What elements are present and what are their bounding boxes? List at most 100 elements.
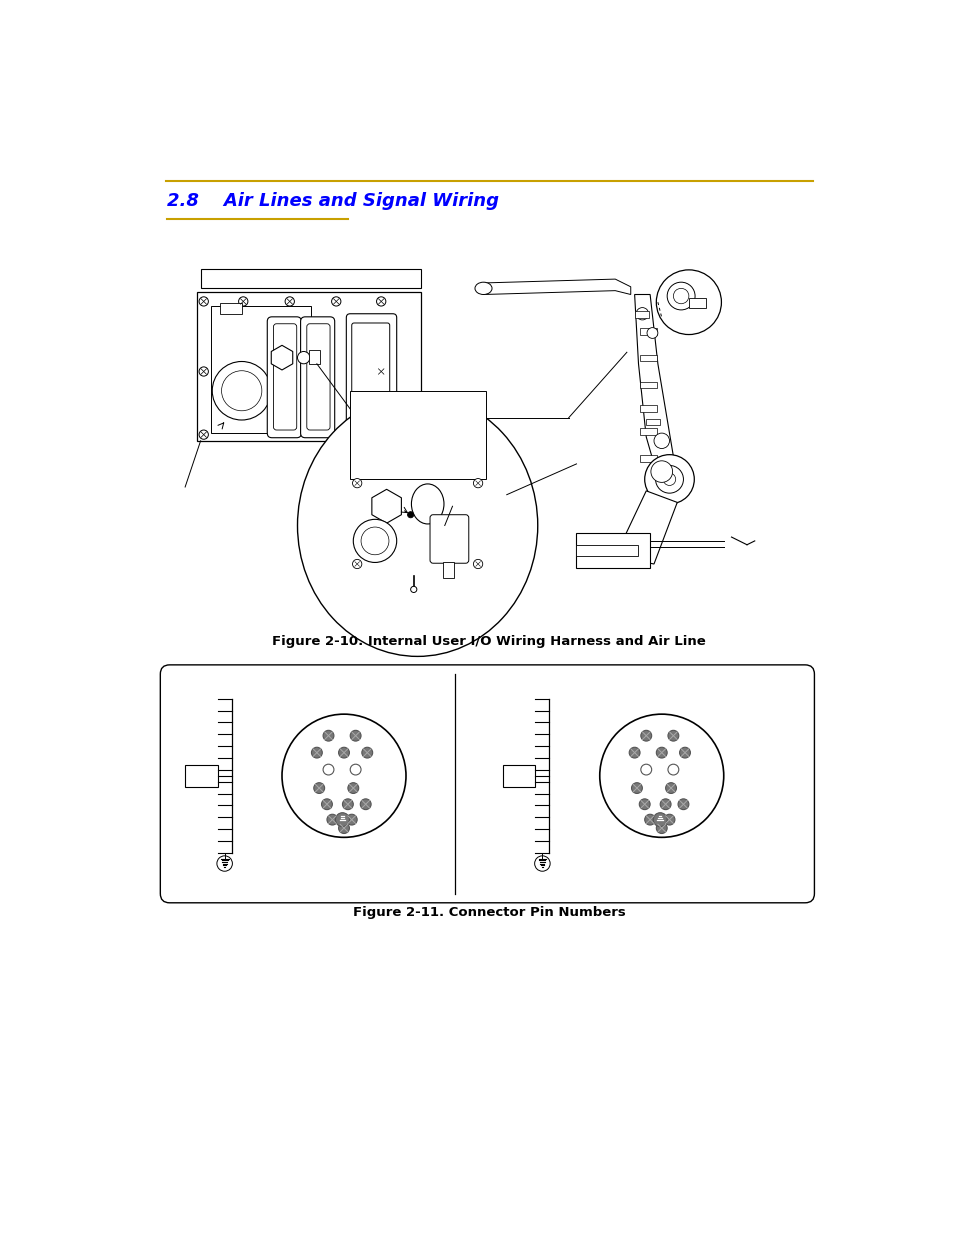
Circle shape	[216, 856, 233, 871]
Bar	[185, 764, 217, 787]
Ellipse shape	[297, 395, 537, 656]
Bar	[309, 350, 319, 364]
Circle shape	[376, 367, 385, 377]
Circle shape	[335, 813, 349, 826]
Circle shape	[666, 282, 695, 310]
Circle shape	[314, 783, 324, 793]
Bar	[688, 298, 705, 309]
Bar	[350, 390, 485, 479]
Circle shape	[656, 270, 720, 335]
Circle shape	[199, 367, 208, 377]
Circle shape	[665, 783, 676, 793]
Circle shape	[663, 814, 674, 825]
Bar	[196, 293, 421, 441]
Circle shape	[321, 799, 332, 810]
Circle shape	[407, 511, 414, 517]
Circle shape	[534, 856, 550, 871]
Bar	[639, 429, 657, 435]
Circle shape	[599, 714, 723, 837]
Bar	[211, 306, 311, 433]
FancyBboxPatch shape	[346, 314, 396, 437]
Circle shape	[360, 527, 389, 555]
Bar	[634, 311, 648, 317]
Circle shape	[366, 432, 375, 442]
Circle shape	[346, 814, 356, 825]
Circle shape	[646, 327, 658, 338]
Circle shape	[640, 730, 651, 741]
Polygon shape	[483, 279, 630, 294]
Circle shape	[327, 814, 337, 825]
FancyBboxPatch shape	[430, 515, 468, 563]
Circle shape	[673, 288, 688, 304]
Bar	[639, 329, 657, 335]
Circle shape	[662, 473, 675, 485]
Bar	[639, 356, 657, 362]
Circle shape	[199, 296, 208, 306]
Text: Figure 2-10. Internal User I/O Wiring Harness and Air Line: Figure 2-10. Internal User I/O Wiring Ha…	[272, 635, 705, 647]
Bar	[359, 425, 479, 442]
FancyBboxPatch shape	[300, 317, 335, 437]
Circle shape	[656, 747, 666, 758]
Circle shape	[473, 559, 482, 568]
Circle shape	[655, 466, 682, 493]
Circle shape	[678, 799, 688, 810]
Circle shape	[338, 823, 349, 834]
FancyBboxPatch shape	[160, 664, 814, 903]
Circle shape	[285, 296, 294, 306]
Circle shape	[631, 783, 641, 793]
Circle shape	[361, 747, 373, 758]
Circle shape	[342, 799, 353, 810]
Circle shape	[323, 730, 334, 741]
FancyBboxPatch shape	[352, 324, 390, 431]
Circle shape	[366, 421, 375, 430]
Circle shape	[212, 362, 271, 420]
Circle shape	[639, 799, 649, 810]
Bar	[220, 303, 241, 314]
Circle shape	[297, 352, 310, 364]
Circle shape	[644, 454, 694, 504]
Polygon shape	[271, 346, 293, 370]
Circle shape	[348, 783, 358, 793]
Circle shape	[353, 478, 361, 488]
Bar	[502, 764, 535, 787]
Circle shape	[353, 559, 361, 568]
Circle shape	[679, 747, 690, 758]
Circle shape	[629, 747, 639, 758]
Circle shape	[199, 430, 208, 440]
Circle shape	[650, 461, 672, 483]
Circle shape	[350, 764, 360, 776]
FancyBboxPatch shape	[267, 317, 301, 437]
Bar	[639, 456, 657, 462]
Bar	[443, 562, 454, 578]
Circle shape	[644, 814, 655, 825]
Circle shape	[311, 747, 322, 758]
Circle shape	[636, 308, 648, 320]
Circle shape	[376, 296, 385, 306]
Circle shape	[221, 370, 261, 411]
Circle shape	[238, 296, 248, 306]
Bar	[200, 269, 421, 288]
Bar	[645, 419, 659, 425]
Circle shape	[654, 433, 669, 448]
Circle shape	[653, 813, 666, 826]
Circle shape	[323, 764, 334, 776]
FancyBboxPatch shape	[307, 324, 330, 430]
Polygon shape	[372, 489, 401, 524]
Circle shape	[656, 823, 666, 834]
Circle shape	[640, 764, 651, 776]
Circle shape	[659, 799, 670, 810]
Polygon shape	[634, 294, 677, 490]
Text: 2.8    Air Lines and Signal Wiring: 2.8 Air Lines and Signal Wiring	[167, 191, 498, 210]
Bar	[639, 383, 657, 389]
Text: Figure 2-11. Connector Pin Numbers: Figure 2-11. Connector Pin Numbers	[353, 905, 624, 919]
Circle shape	[282, 714, 406, 837]
Circle shape	[338, 747, 349, 758]
Bar	[576, 534, 649, 568]
Circle shape	[360, 799, 371, 810]
Circle shape	[667, 730, 679, 741]
Circle shape	[667, 764, 679, 776]
Bar	[639, 405, 657, 411]
Circle shape	[410, 587, 416, 593]
Circle shape	[473, 478, 482, 488]
Circle shape	[353, 520, 396, 562]
